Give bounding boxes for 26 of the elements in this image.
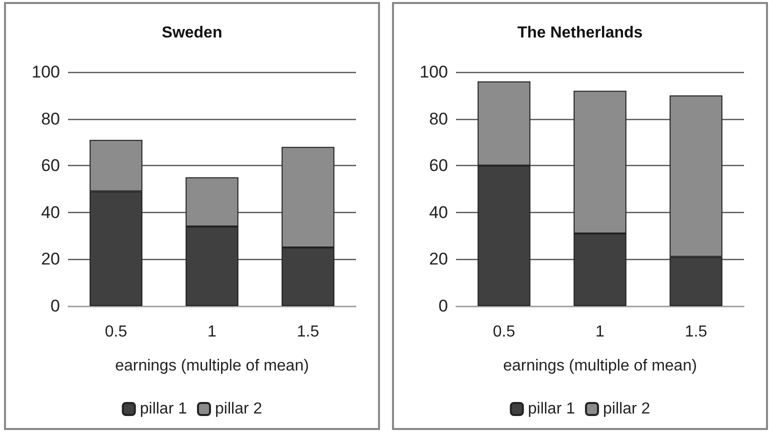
y-tick-label: 60 bbox=[41, 156, 60, 176]
x-axis-title: earnings (multiple of mean) bbox=[115, 358, 309, 374]
legend-label: pillar 2 bbox=[215, 400, 262, 418]
chart-title: The Netherlands bbox=[517, 24, 643, 42]
y-tick-label: 80 bbox=[429, 109, 448, 128]
legend-label: pillar 1 bbox=[140, 400, 188, 418]
x-axis-title: earnings (multiple of mean) bbox=[503, 358, 697, 374]
x-tick-label: 1 bbox=[208, 324, 217, 340]
x-tick-label: 1 bbox=[596, 324, 605, 340]
y-tick-label: 20 bbox=[429, 250, 448, 269]
chart-title: Sweden bbox=[162, 24, 222, 42]
legend-label: pillar 2 bbox=[603, 400, 650, 418]
y-tick-label: 40 bbox=[429, 202, 448, 222]
legend-label: pillar 1 bbox=[528, 400, 576, 418]
y-tick-label: 0 bbox=[438, 296, 448, 316]
y-tick-label: 80 bbox=[41, 109, 60, 128]
x-tick-label: 1.5 bbox=[296, 324, 320, 340]
y-tick-label: 100 bbox=[420, 62, 448, 82]
y-tick-label: 20 bbox=[41, 250, 60, 269]
x-tick-label: 1.5 bbox=[684, 324, 708, 340]
y-tick-label: 60 bbox=[429, 156, 448, 176]
x-tick-label: 0.5 bbox=[492, 324, 516, 340]
y-tick-label: 100 bbox=[32, 62, 60, 82]
y-tick-label: 40 bbox=[41, 202, 60, 222]
y-tick-label: 0 bbox=[50, 296, 60, 316]
x-tick-label: 0.5 bbox=[104, 324, 128, 340]
